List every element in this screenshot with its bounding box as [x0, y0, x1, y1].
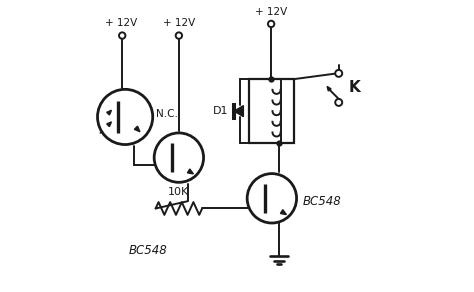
Circle shape — [154, 133, 203, 182]
Text: BC548: BC548 — [302, 195, 341, 208]
Polygon shape — [134, 126, 140, 132]
Text: + 12V: + 12V — [105, 18, 137, 28]
Polygon shape — [107, 122, 111, 127]
Text: 10K: 10K — [168, 187, 190, 197]
Text: D1: D1 — [213, 106, 228, 116]
Circle shape — [268, 21, 274, 27]
Text: + 12V: + 12V — [255, 7, 287, 17]
Polygon shape — [327, 86, 331, 91]
Bar — [249, 79, 294, 143]
Text: N.C.: N.C. — [155, 109, 177, 119]
Circle shape — [335, 99, 342, 106]
Polygon shape — [281, 210, 286, 215]
Circle shape — [98, 89, 153, 145]
Circle shape — [176, 32, 182, 39]
Polygon shape — [187, 169, 193, 174]
Polygon shape — [107, 110, 111, 115]
Circle shape — [247, 174, 297, 223]
Text: K: K — [349, 80, 361, 95]
Text: BC548: BC548 — [129, 244, 168, 257]
Polygon shape — [234, 106, 243, 117]
Circle shape — [119, 32, 126, 39]
Circle shape — [335, 70, 342, 77]
Text: + 12V: + 12V — [163, 18, 195, 28]
